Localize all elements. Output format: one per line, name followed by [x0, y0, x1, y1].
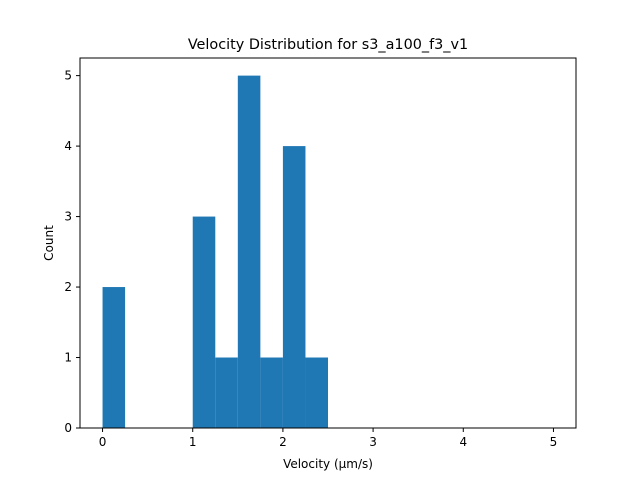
histogram-bar	[102, 287, 126, 428]
x-tick-label: 2	[279, 435, 287, 449]
histogram-bar	[282, 146, 306, 428]
chart-title: Velocity Distribution for s3_a100_f3_v1	[188, 37, 468, 53]
x-tick-label: 4	[459, 435, 467, 449]
histogram-bar	[192, 216, 216, 428]
y-tick-label: 5	[64, 69, 72, 83]
x-tick-label: 3	[369, 435, 377, 449]
y-axis-label: Count	[42, 225, 56, 261]
x-axis-label: Velocity (µm/s)	[283, 457, 373, 471]
y-tick-label: 3	[64, 210, 72, 224]
histogram-bar	[237, 75, 261, 429]
y-tick-label: 0	[64, 421, 72, 435]
histogram-bar	[305, 357, 328, 428]
y-tick-label: 2	[64, 280, 72, 294]
x-tick-label: 0	[99, 435, 107, 449]
y-axis-ticks: 0 1 2 3 4 5	[64, 69, 80, 435]
bars-group	[102, 75, 328, 429]
y-tick-label: 4	[64, 139, 72, 153]
x-tick-label: 1	[189, 435, 197, 449]
histogram-bar	[260, 357, 283, 428]
plot-frame	[79, 57, 577, 429]
x-tick-label: 5	[550, 435, 558, 449]
histogram-bar	[215, 357, 238, 428]
y-tick-label: 1	[64, 351, 72, 365]
x-axis-ticks: 0 1 2 3 4 5	[99, 428, 558, 449]
